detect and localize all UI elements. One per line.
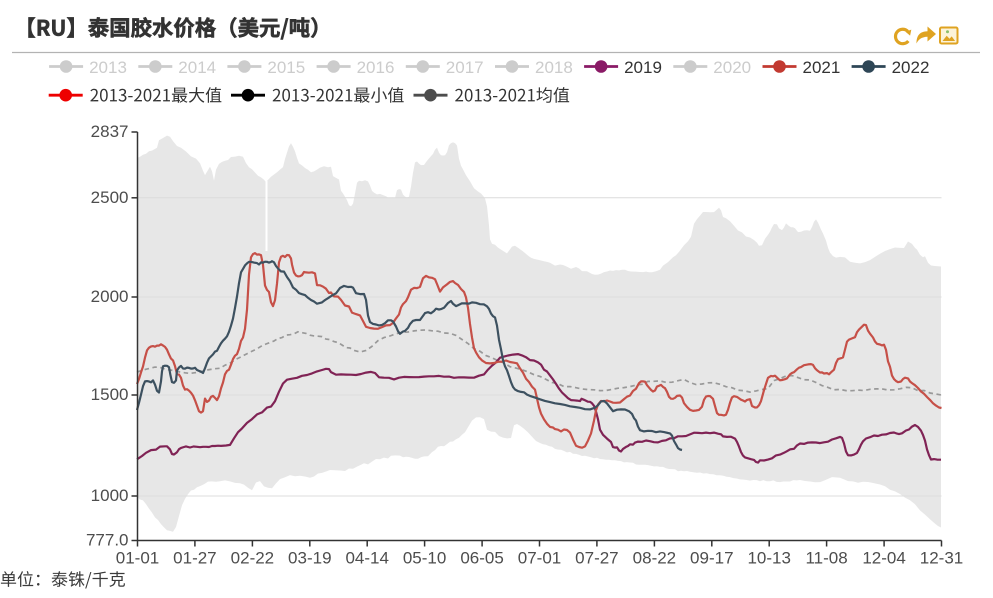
svg-text:11-08: 11-08: [805, 549, 847, 568]
svg-text:03-19: 03-19: [288, 549, 331, 568]
svg-text:2000: 2000: [91, 287, 129, 306]
svg-text:01-27: 01-27: [173, 549, 216, 568]
svg-text:2016: 2016: [357, 58, 395, 77]
svg-text:777.0: 777.0: [86, 531, 129, 550]
svg-text:02-22: 02-22: [231, 549, 274, 568]
svg-text:2022: 2022: [892, 58, 930, 77]
svg-text:04-14: 04-14: [345, 549, 388, 568]
svg-text:2021: 2021: [803, 58, 841, 77]
svg-text:05-10: 05-10: [403, 549, 446, 568]
svg-text:2017: 2017: [446, 58, 484, 77]
svg-text:07-01: 07-01: [518, 549, 561, 568]
svg-text:2837: 2837: [91, 122, 129, 141]
svg-text:06-05: 06-05: [460, 549, 503, 568]
svg-text:1000: 1000: [91, 486, 129, 505]
svg-text:08-22: 08-22: [633, 549, 676, 568]
svg-text:2500: 2500: [91, 188, 129, 207]
svg-text:07-27: 07-27: [575, 549, 618, 568]
svg-text:01-01: 01-01: [116, 549, 159, 568]
svg-text:09-17: 09-17: [690, 549, 733, 568]
svg-text:2013: 2013: [89, 58, 127, 77]
svg-text:2015: 2015: [267, 58, 305, 77]
svg-text:2014: 2014: [178, 58, 216, 77]
svg-text:2020: 2020: [713, 58, 751, 77]
svg-text:12-04: 12-04: [862, 549, 905, 568]
svg-text:2019: 2019: [624, 58, 662, 77]
svg-text:1500: 1500: [91, 385, 129, 404]
svg-text:12-31: 12-31: [920, 549, 963, 568]
svg-text:2018: 2018: [535, 58, 573, 77]
svg-text:10-13: 10-13: [747, 549, 790, 568]
